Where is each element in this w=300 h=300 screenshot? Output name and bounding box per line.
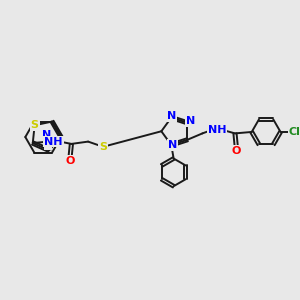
Text: S: S [31,120,39,130]
Text: N: N [186,116,195,126]
Text: Cl: Cl [288,127,300,137]
Text: NH: NH [208,125,226,135]
Text: N: N [167,111,176,121]
Text: N: N [42,130,51,140]
Text: O: O [65,156,75,166]
Text: NH: NH [44,136,63,147]
Text: N: N [168,140,177,150]
Text: S: S [99,142,107,152]
Text: C: C [44,139,52,149]
Text: O: O [232,146,241,156]
